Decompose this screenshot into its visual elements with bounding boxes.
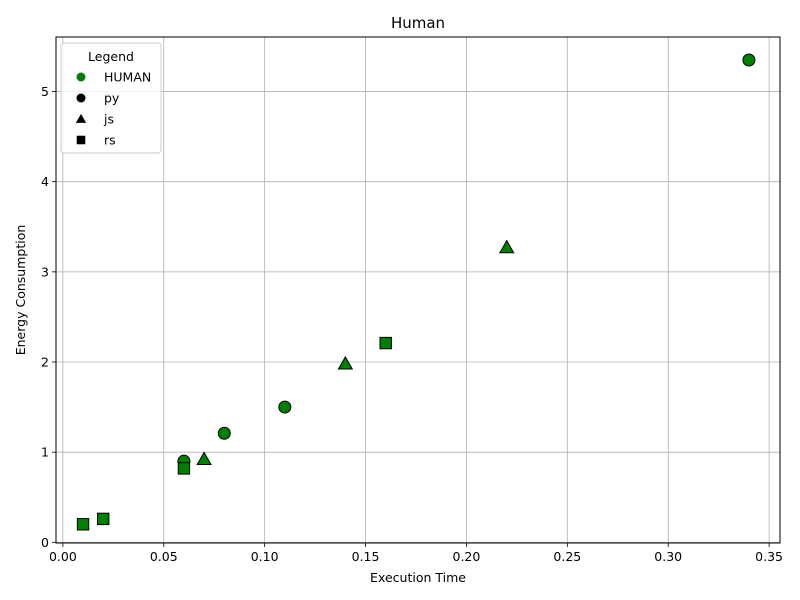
x-tick-label: 0.05 [150,549,178,564]
y-tick-label: 1 [41,445,49,460]
legend-marker-py [76,93,86,103]
legend-marker-rs [76,135,86,145]
legend-label-py: py [104,91,120,106]
y-tick-label: 2 [41,355,49,370]
legend: Legend HUMAN py js rs [60,42,162,154]
y-axis-label: Energy Consumption [13,225,28,356]
legend-title: Legend [88,49,134,64]
legend-marker-js [75,113,87,123]
point-js-triangle [499,239,515,254]
point-rs-square [76,518,90,531]
y-tick-label: 0 [41,535,49,550]
x-axis-label: Execution Time [370,570,466,585]
x-tick-label: 0.25 [553,549,581,564]
x-tick-label: 0.30 [654,549,682,564]
legend-label-human: HUMAN [104,70,151,85]
point-js-triangle [337,355,354,370]
x-tick-label: 0.20 [453,549,481,564]
plot-area [56,37,780,543]
point-rs-square [177,462,191,475]
point-py-circle [217,426,231,440]
axis-ticks: 0.00 0.05 0.10 0.15 0.20 0.25 0.30 0.35 0 1 2 3 4 5 [41,84,783,564]
plot-frame [55,36,781,544]
x-tick-label: 0.10 [251,549,279,564]
grid [56,37,780,543]
point-py-circle [742,53,756,67]
point-rs-square [97,512,110,526]
chart-title: Human [391,14,445,32]
point-py-circle [278,400,292,414]
x-tick-label: 0.15 [352,549,380,564]
legend-label-js: js [103,112,114,127]
legend-box [60,42,162,154]
data-points [76,53,756,531]
y-tick-label: 3 [41,264,49,279]
y-tick-label: 5 [41,84,49,99]
point-rs-square [379,336,392,350]
y-tick-label: 4 [41,174,49,189]
legend-marker-human [76,72,86,82]
x-tick-label: 0.35 [755,549,783,564]
x-tick-label: 0.00 [49,549,77,564]
legend-label-rs: rs [104,133,116,148]
point-js-triangle [196,451,212,466]
